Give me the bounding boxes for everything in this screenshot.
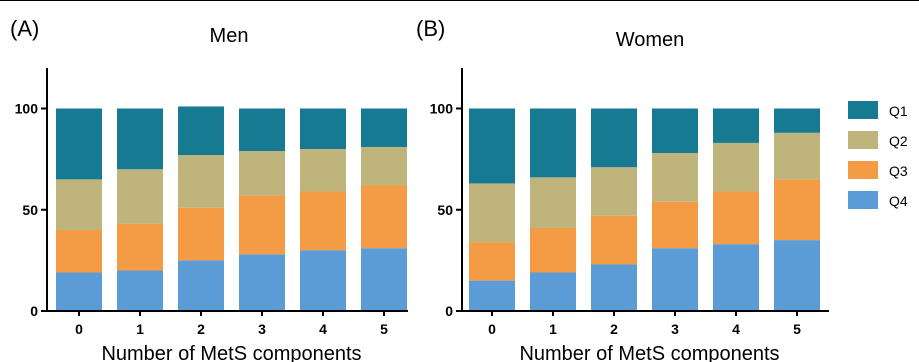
bar-segment-q3-1 — [117, 223, 163, 271]
y-tick-label: 50 — [437, 202, 453, 218]
x-tick-label: 2 — [197, 321, 205, 337]
bar-segment-q4-2 — [591, 264, 637, 311]
legend: Q1 Q2 Q3 Q4 — [848, 101, 908, 209]
bar-segment-q3-3 — [652, 201, 698, 249]
bar-segment-q1-0 — [469, 108, 515, 184]
x-tick-label: 0 — [75, 321, 83, 337]
x-tick-label: 5 — [380, 321, 388, 337]
x-tick-label: 5 — [793, 321, 801, 337]
bar-segment-q3-4 — [713, 191, 759, 245]
bar-segment-q1-4 — [713, 108, 759, 143]
legend-label-q3: Q3 — [889, 163, 908, 179]
legend-label-q4: Q4 — [889, 193, 908, 209]
legend-swatch-q3 — [848, 161, 878, 179]
bar-segment-q1-2 — [591, 108, 637, 168]
bar-segment-q2-4 — [713, 142, 759, 192]
legend-swatch-q1 — [848, 101, 878, 119]
bar-segment-q2-5 — [774, 132, 820, 180]
bar-segment-q4-5 — [361, 248, 407, 311]
y-tick-label: 0 — [445, 303, 453, 319]
bar-segment-q3-1 — [530, 227, 576, 273]
bar-segment-q4-4 — [713, 244, 759, 311]
bar-segment-q2-1 — [117, 169, 163, 224]
legend-swatch-q4 — [848, 191, 878, 209]
x-tick-label: 1 — [136, 321, 144, 337]
bar-segment-q1-1 — [530, 108, 576, 178]
bar-segment-q4-4 — [300, 250, 346, 311]
panel-label: (A) — [10, 16, 39, 41]
bar-segment-q4-3 — [239, 254, 285, 311]
bar-segment-q1-3 — [652, 108, 698, 154]
x-tick-label: 3 — [258, 321, 266, 337]
bar-segment-q1-0 — [56, 108, 102, 180]
x-axis-label: Number of MetS components — [101, 343, 361, 362]
bar-segment-q2-1 — [530, 177, 576, 228]
panel-title: Men — [210, 25, 249, 47]
bar-segment-q3-2 — [178, 207, 224, 261]
bar-segment-q3-0 — [56, 230, 102, 273]
bar-segment-q1-5 — [774, 108, 820, 133]
panel-label: (B) — [416, 16, 445, 41]
bar-segment-q3-4 — [300, 191, 346, 251]
bar-segment-q4-1 — [117, 270, 163, 311]
x-tick-label: 1 — [549, 321, 557, 337]
bar-segment-q2-5 — [361, 146, 407, 186]
bar-segment-q4-1 — [530, 272, 576, 311]
bar-segment-q1-3 — [239, 108, 285, 152]
bar-segment-q3-5 — [774, 179, 820, 241]
bar-segment-q3-0 — [469, 242, 515, 281]
bar-segment-q2-2 — [178, 155, 224, 208]
legend-label-q1: Q1 — [889, 103, 908, 119]
x-tick-label: 4 — [732, 321, 740, 337]
y-tick-label: 100 — [15, 101, 39, 117]
x-tick-label: 2 — [610, 321, 618, 337]
panel-title: Women — [616, 29, 685, 51]
bar-segment-q4-0 — [56, 272, 102, 311]
bar-segment-q2-0 — [469, 183, 515, 243]
bar-segment-q4-5 — [774, 240, 820, 311]
legend-label-q2: Q2 — [889, 133, 908, 149]
x-axis-label: Number of MetS components — [519, 343, 779, 362]
bar-segment-q1-5 — [361, 108, 407, 147]
bar-segment-q3-2 — [591, 215, 637, 265]
bar-segment-q2-3 — [239, 151, 285, 196]
bar-segment-q2-0 — [56, 179, 102, 230]
legend-swatch-q2 — [848, 131, 878, 149]
bar-segment-q1-2 — [178, 106, 224, 156]
y-tick-label: 100 — [430, 101, 454, 117]
x-tick-label: 3 — [671, 321, 679, 337]
y-tick-label: 50 — [22, 202, 38, 218]
x-tick-label: 4 — [319, 321, 327, 337]
x-tick-label: 0 — [488, 321, 496, 337]
bar-segment-q1-1 — [117, 108, 163, 170]
bar-segment-q2-4 — [300, 149, 346, 192]
bar-segment-q2-3 — [652, 153, 698, 202]
bar-segment-q4-3 — [652, 248, 698, 311]
bar-segment-q3-5 — [361, 185, 407, 249]
bar-segment-q4-2 — [178, 260, 224, 311]
bar-segment-q3-3 — [239, 195, 285, 255]
y-tick-label: 0 — [30, 303, 38, 319]
top-border-line — [0, 0, 919, 1]
bar-segment-q1-4 — [300, 108, 346, 149]
bar-segment-q2-2 — [591, 167, 637, 216]
bar-segment-q4-0 — [469, 280, 515, 311]
